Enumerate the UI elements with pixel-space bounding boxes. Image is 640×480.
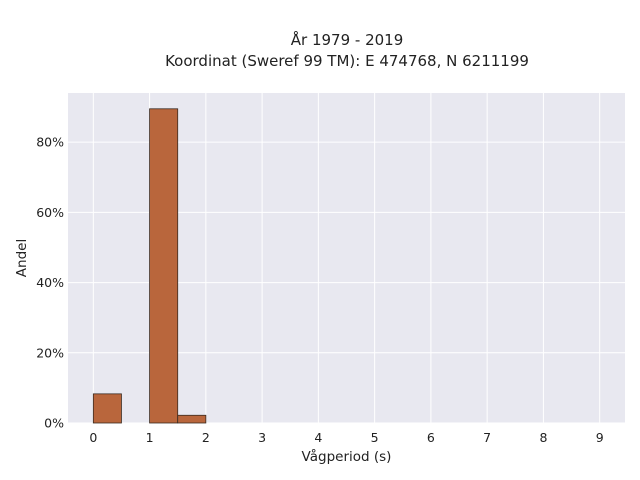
x-tick-label: 0 (89, 430, 97, 445)
chart-title-line1: År 1979 - 2019 (291, 30, 404, 49)
histogram-bar (149, 108, 179, 424)
y-tick-label: 20% (36, 345, 64, 360)
chart-title-line2: Koordinat (Sweref 99 TM): E 474768, N 62… (165, 52, 529, 70)
x-tick-labels: 0 1 2 3 4 5 6 7 8 9 (89, 430, 603, 445)
x-axis-label: Vågperiod (s) (302, 448, 392, 465)
x-tick-label: 6 (427, 430, 435, 445)
y-tick-label: 60% (36, 205, 64, 220)
x-tick-label: 5 (371, 430, 379, 445)
x-tick-label: 8 (539, 430, 547, 445)
x-tick-label: 3 (258, 430, 266, 445)
x-tick-label: 1 (146, 430, 154, 445)
bars (92, 108, 207, 424)
x-tick-label: 4 (314, 430, 322, 445)
histogram-bar (177, 414, 207, 424)
y-tick-label: 0% (44, 416, 64, 431)
y-tick-labels: 0% 20% 40% 60% 80% (36, 135, 64, 431)
x-tick-label: 7 (483, 430, 491, 445)
grid-lines (68, 93, 625, 424)
y-tick-label: 80% (36, 135, 64, 150)
y-tick-label: 40% (36, 275, 64, 290)
histogram-bar (92, 393, 122, 424)
y-axis-label: Andel (14, 239, 30, 277)
x-tick-label: 9 (596, 430, 604, 445)
x-tick-label: 2 (202, 430, 210, 445)
